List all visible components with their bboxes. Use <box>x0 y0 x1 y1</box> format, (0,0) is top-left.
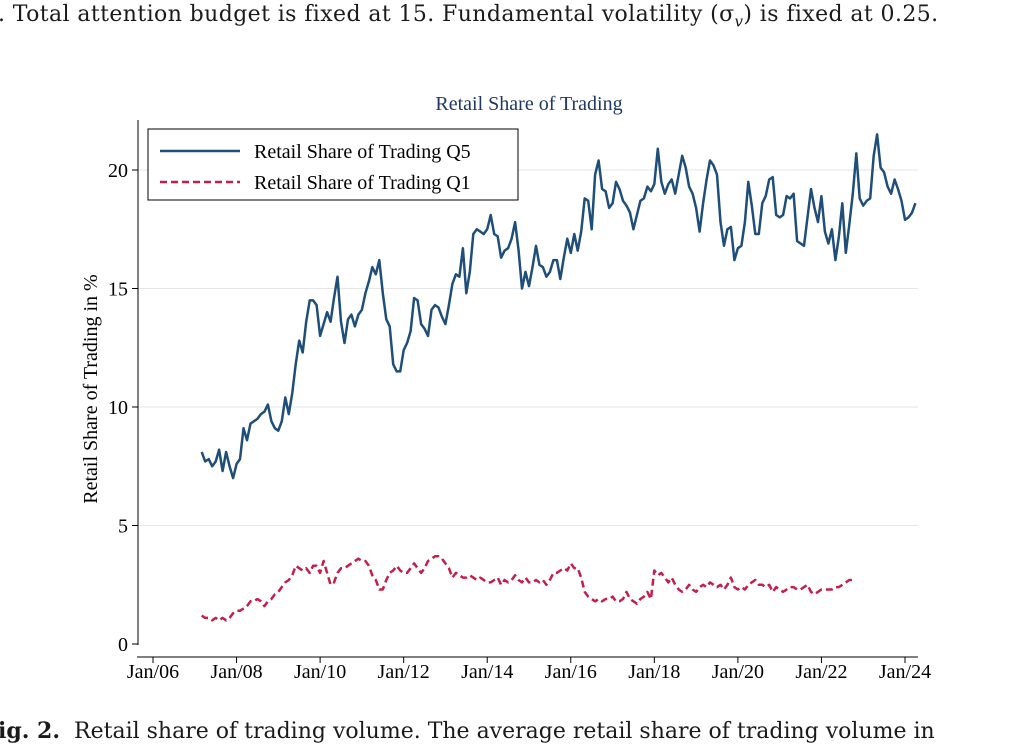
x-tick-label-0: Jan/06 <box>127 661 179 683</box>
legend: Retail Share of Trading Q5 Retail Share … <box>147 128 519 201</box>
x-tick-label-9: Jan/24 <box>879 661 931 683</box>
legend-box <box>147 128 519 201</box>
gridlines <box>138 169 918 526</box>
y-tick-label-5: 5 <box>118 516 128 538</box>
data-series <box>200 133 917 622</box>
y-tick-label-15: 15 <box>108 279 128 301</box>
y-tick-label-10: 10 <box>108 397 128 419</box>
y-tick-label-0: 0 <box>118 634 128 656</box>
caption-top-text: . Total attention budget is fixed at 15.… <box>0 2 735 27</box>
series-line-q5 <box>200 133 917 480</box>
caption-bottom-text: Retail share of trading volume. The aver… <box>74 719 935 744</box>
x-tick-label-5: Jan/16 <box>545 661 597 683</box>
figure-caption-top: . Total attention budget is fixed at 15.… <box>0 2 939 30</box>
x-tick-label-2: Jan/10 <box>294 661 346 683</box>
axes: 0 5 10 15 20 Jan/06 Jan/08 Jan/10 Jan/12 Jan/14 Ja… <box>108 120 931 683</box>
legend-label-q5: Retail Share of Trading Q5 <box>254 141 471 163</box>
y-tick-label-20: 20 <box>108 160 128 182</box>
series-line-q1 <box>201 555 853 622</box>
x-tick-label-1: Jan/08 <box>210 661 262 683</box>
x-tick-label-6: Jan/18 <box>628 661 680 683</box>
legend-label-q1: Retail Share of Trading Q1 <box>254 172 471 194</box>
caption-figure-label: ig. 2. <box>0 718 61 744</box>
x-tick-label-8: Jan/22 <box>795 661 847 683</box>
caption-top-subscript: v <box>734 12 744 31</box>
x-tick-label-4: Jan/14 <box>461 661 513 683</box>
y-axis-label: Retail Share of Trading in % <box>80 274 102 503</box>
chart-title: Retail Share of Trading <box>435 93 622 115</box>
figure-caption-bottom: ig. 2. Retail share of trading volume. T… <box>0 718 935 744</box>
caption-top-end: ) is fixed at 0.25. <box>743 2 939 27</box>
x-tick-label-3: Jan/12 <box>378 661 430 683</box>
x-tick-label-7: Jan/20 <box>712 661 764 683</box>
